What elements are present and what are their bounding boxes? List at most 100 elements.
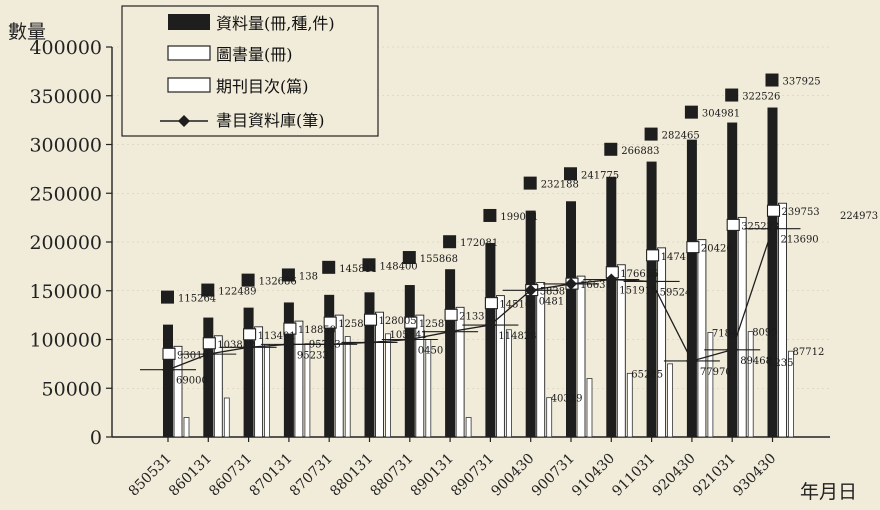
bar-books <box>737 216 747 438</box>
marker-books <box>484 297 498 310</box>
marker-books <box>444 308 458 321</box>
bar-books <box>778 202 787 438</box>
bar-total <box>283 302 294 437</box>
bars <box>161 73 794 438</box>
label-books: 113401 <box>258 331 296 342</box>
bar-books <box>415 314 425 438</box>
label-books: 1258 <box>338 319 363 330</box>
marker-books <box>243 328 257 341</box>
stray-annotations: 224973 5235 <box>768 211 878 369</box>
x-tick-label: 850531 <box>126 451 175 500</box>
x-tick-label: 910430 <box>569 451 618 500</box>
label-books: 16631 <box>580 280 612 291</box>
bar-books <box>495 295 505 438</box>
x-axis-title: 年月日 <box>800 481 857 503</box>
marker-total <box>241 273 255 287</box>
y-axis-title: 數量 <box>8 21 46 43</box>
legend-label-total: 資料量(冊,種,件) <box>216 14 335 33</box>
db-marker <box>565 277 577 290</box>
marker-total <box>604 142 618 156</box>
label-books: 5838 <box>540 287 565 298</box>
bar-total <box>646 161 657 437</box>
db-marker <box>282 338 295 351</box>
marker-total <box>402 251 416 265</box>
db-marker <box>524 284 537 297</box>
label-db: 95233 <box>297 350 329 361</box>
bar-total <box>767 107 778 437</box>
marker-total <box>644 127 658 141</box>
db-marker <box>685 354 698 367</box>
x-tick-label: 890131 <box>408 451 457 500</box>
bar-total <box>324 294 335 437</box>
label-books: 1474 <box>661 252 686 263</box>
bar-total <box>727 122 738 438</box>
label-journals: 40319 <box>551 394 583 405</box>
marker-books <box>404 316 418 329</box>
bar-journals <box>505 329 512 438</box>
label-books: 325223 <box>741 221 779 232</box>
bar-books <box>254 326 264 438</box>
bar-journals <box>183 417 190 438</box>
marker-books <box>646 249 660 262</box>
bar-total <box>163 324 173 437</box>
bar-journals <box>223 397 230 438</box>
legend: 資料量(冊,種,件) 圖書量(冊) 期刊目次(篇) 書目資料庫(筆) <box>121 5 379 137</box>
label-total: 132686 <box>259 277 297 288</box>
marker-books <box>686 241 700 254</box>
y-tick-label: 400000 <box>29 37 102 59</box>
marker-total <box>523 176 537 190</box>
label-db: 77970 <box>700 367 732 378</box>
marker-books <box>363 313 378 326</box>
bar-journals <box>465 417 472 438</box>
bar-books <box>455 306 465 438</box>
bar-journals <box>385 333 391 438</box>
y-tick-label: 150000 <box>29 281 102 303</box>
marker-total <box>483 208 497 222</box>
y-axis: 0 50000 100000 150000 200000 250000 300000 3500… <box>29 37 113 449</box>
legend-swatch-books <box>167 45 211 61</box>
marker-books <box>202 337 216 350</box>
x-tick-label: 930430 <box>730 451 779 500</box>
label-total: 122489 <box>218 287 256 298</box>
bar-total <box>566 201 576 437</box>
marker-books <box>162 347 176 360</box>
legend-swatch-journals <box>167 77 211 93</box>
bar-total <box>525 210 536 437</box>
bar-books <box>657 247 667 438</box>
label-total: 155868 <box>420 254 458 265</box>
label-total: 199011 <box>500 212 538 223</box>
bar-total <box>485 242 496 437</box>
y-tick-label: 350000 <box>29 86 102 108</box>
label-journals: 8099 <box>752 328 777 339</box>
legend-label-db: 書目資料庫(筆) <box>216 111 325 130</box>
marker-total <box>443 235 457 249</box>
label-journals: 95703 <box>309 340 341 351</box>
bar-total <box>243 307 254 437</box>
marker-total <box>201 283 215 297</box>
label-total: 282465 <box>662 131 700 142</box>
x-tick-label: 921031 <box>690 451 739 500</box>
label-journals: 87712 <box>793 347 825 358</box>
bar-journals <box>667 363 673 438</box>
marker-total <box>564 167 577 181</box>
y-tick-label: 50000 <box>42 378 102 400</box>
label-journals: 65285 <box>631 369 663 380</box>
label-total: 115264 <box>178 294 216 305</box>
label-books: 2133 <box>459 311 484 322</box>
x-tick-label: 880131 <box>327 451 376 500</box>
legend-swatch-total <box>168 14 210 30</box>
bar-books <box>294 320 304 438</box>
bar-journals <box>626 372 633 438</box>
y-tick-label: 200000 <box>29 232 102 254</box>
bar-books <box>536 282 546 438</box>
bar-journals <box>264 343 271 438</box>
db-marker <box>645 275 658 288</box>
db-marker <box>242 341 255 354</box>
label-total: 337925 <box>783 77 821 88</box>
marker-books <box>766 204 781 217</box>
label-db: 0481 <box>539 296 564 307</box>
marker-total <box>362 258 376 272</box>
label-books: 1258 <box>419 319 444 330</box>
label-books: 103819 <box>217 340 255 351</box>
label-total: 145811 <box>339 264 377 275</box>
